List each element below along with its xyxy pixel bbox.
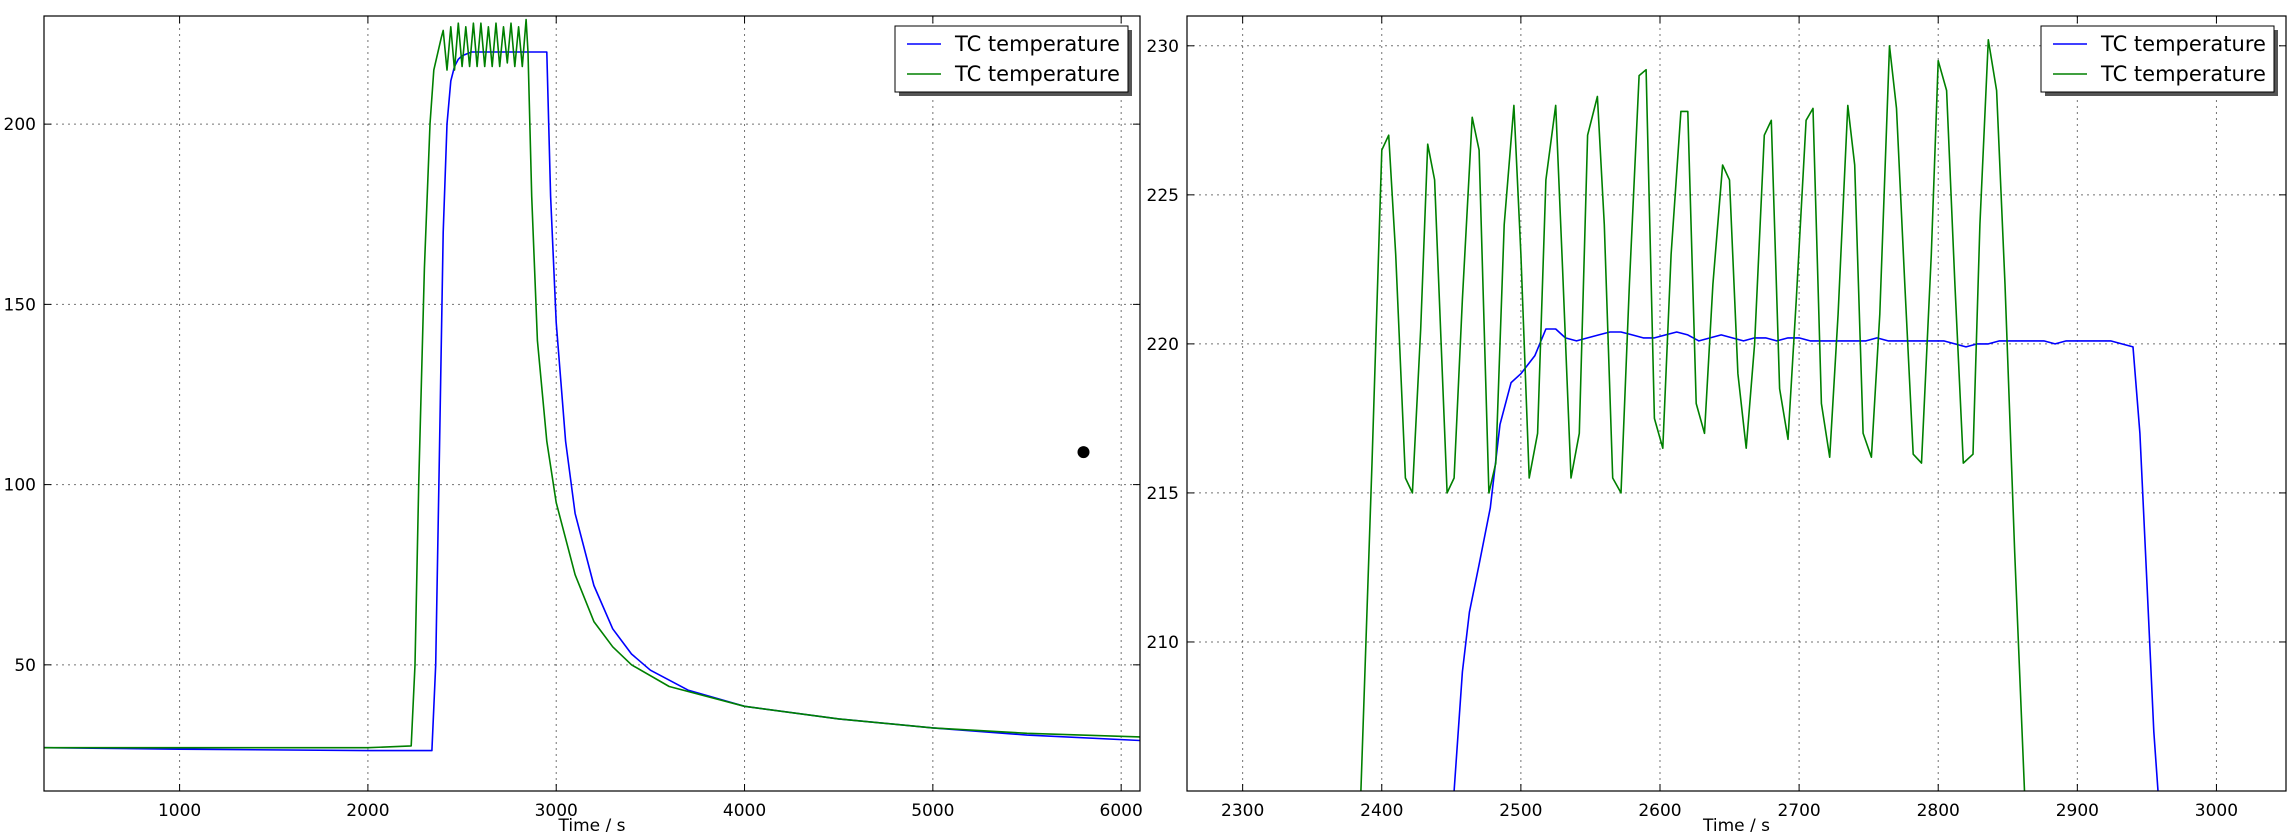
x-tick-label: 4000	[723, 801, 766, 821]
axes-frame	[43, 15, 1141, 792]
axes-frame	[1186, 15, 2287, 792]
legend-label: TC temperature	[954, 62, 1120, 86]
chart-panel-zoomed: 2300 2400 2500 2600 2700 2800 2900 3000 210 215 22…	[1147, 15, 2287, 832]
x-tick-label: 2900	[2056, 801, 2099, 821]
x-tick-label: 2800	[1917, 801, 1960, 821]
y-tick-label: 215	[1147, 484, 1179, 504]
x-tick-label: 6000	[1100, 801, 1143, 821]
y-tick-label: 150	[4, 295, 36, 315]
plot-area	[44, 16, 1140, 791]
plot-area	[1187, 16, 2286, 791]
x-tick-label: 2300	[1221, 801, 1264, 821]
point-marker	[1077, 446, 1090, 459]
legend-label: TC temperature	[2100, 62, 2266, 86]
legend-label: TC temperature	[2100, 32, 2266, 56]
y-tick-label: 220	[1147, 335, 1179, 355]
x-tick-label: 2600	[1638, 801, 1681, 821]
x-tick-label: 3000	[535, 801, 578, 821]
y-tick-label: 230	[1147, 37, 1179, 57]
y-tick-label: 50	[14, 656, 36, 676]
legend	[2040, 25, 2275, 93]
x-tick-label: 2700	[1777, 801, 1820, 821]
y-tick-label: 200	[4, 115, 36, 135]
chart-panel-full-run: 1000 2000 3000 4000 5000 6000 50 100 150 200 Time …	[4, 15, 1143, 832]
x-tick-label: 2500	[1499, 801, 1542, 821]
series-line-green	[44, 18, 1140, 749]
legend	[894, 25, 1129, 93]
x-tick-label: 2000	[346, 801, 389, 821]
x-axis-label: Time / s	[1702, 816, 1770, 832]
y-tick-label: 210	[1147, 633, 1179, 653]
x-tick-label: 2400	[1360, 801, 1403, 821]
x-tick-label: 3000	[2195, 801, 2238, 821]
x-axis-label: Time / s	[558, 816, 626, 832]
x-tick-label: 1000	[158, 801, 201, 821]
x-tick-label: 5000	[911, 801, 954, 821]
legend-label: TC temperature	[954, 32, 1120, 56]
y-tick-label: 100	[4, 476, 36, 496]
y-tick-label: 225	[1147, 186, 1179, 206]
series-line-green	[1360, 38, 2026, 791]
